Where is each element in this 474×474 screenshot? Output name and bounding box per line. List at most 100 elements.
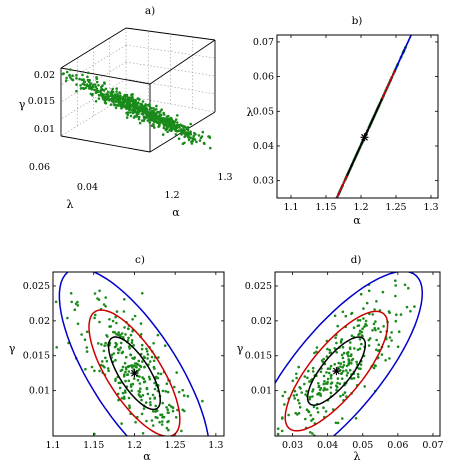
data-point <box>146 353 150 356</box>
data-point <box>171 406 175 409</box>
data-point <box>329 351 333 355</box>
data-point <box>81 82 85 86</box>
data-point <box>304 417 307 421</box>
data-point <box>139 364 142 368</box>
data-point <box>125 111 128 115</box>
data-point <box>390 331 393 334</box>
data-point <box>396 345 400 349</box>
data-point <box>100 94 103 97</box>
panel-b-plot: 1.1 1.15 1.2 1.25 1.3 0.03 0.04 0.05 0.06 0.07 <box>253 34 439 213</box>
data-point <box>300 391 304 394</box>
data-point <box>394 284 398 287</box>
data-point <box>103 344 106 348</box>
data-point <box>132 344 135 347</box>
data-point <box>326 380 329 384</box>
data-point <box>317 391 321 395</box>
data-point <box>388 311 391 315</box>
data-point <box>128 404 131 408</box>
data-point <box>140 103 144 107</box>
data-point <box>150 109 154 113</box>
data-point <box>341 366 345 369</box>
data-point <box>146 104 150 107</box>
data-point <box>148 377 152 381</box>
data-point <box>115 310 119 313</box>
data-point <box>311 370 315 373</box>
data-point <box>130 93 133 97</box>
data-point <box>191 138 194 142</box>
data-point <box>294 411 298 415</box>
data-point <box>104 341 107 345</box>
data-point <box>186 126 190 129</box>
data-point <box>409 309 412 313</box>
data-point <box>193 132 196 135</box>
data-point <box>111 90 115 94</box>
data-point <box>320 359 324 362</box>
data-point <box>356 319 360 322</box>
data-point <box>349 341 352 344</box>
data-point <box>374 364 377 368</box>
data-point <box>309 431 312 434</box>
data-point <box>390 339 393 342</box>
data-point <box>111 87 114 91</box>
data-point <box>317 385 321 389</box>
data-point <box>180 130 184 133</box>
data-point <box>186 394 190 398</box>
data-point <box>363 325 366 328</box>
data-point <box>359 292 363 296</box>
data-point <box>123 298 126 301</box>
data-point <box>86 75 89 79</box>
data-point <box>298 402 301 405</box>
data-point <box>136 97 140 100</box>
data-point <box>346 371 350 375</box>
data-point <box>167 114 170 118</box>
panel-c-ylabel: γ <box>9 342 16 355</box>
data-point <box>166 390 170 394</box>
data-point <box>66 316 69 320</box>
data-point <box>55 346 58 349</box>
x-tick-label: 1.2 <box>353 202 368 213</box>
data-point <box>174 416 178 419</box>
data-point <box>65 70 69 74</box>
data-point <box>339 394 342 398</box>
data-point <box>325 355 329 358</box>
panel-a-ytick: 0.06 <box>29 162 50 173</box>
data-point <box>175 126 179 129</box>
data-point <box>303 375 307 378</box>
data-point <box>137 117 141 121</box>
data-point <box>146 357 149 360</box>
y-tick-label: 0.015 <box>23 351 50 362</box>
data-point <box>140 106 143 109</box>
data-point <box>128 111 132 114</box>
y-tick-label: 0.01 <box>251 386 272 397</box>
data-point <box>152 113 156 116</box>
data-point <box>335 351 339 354</box>
data-point <box>165 117 169 121</box>
data-point <box>121 391 125 395</box>
data-point <box>283 403 286 406</box>
data-point <box>155 104 158 108</box>
data-point <box>358 347 362 351</box>
data-point <box>364 319 368 323</box>
data-point <box>138 394 141 397</box>
panel-a-ztick: 0.01 <box>34 124 55 135</box>
data-point <box>93 88 96 92</box>
data-point <box>164 122 167 126</box>
data-point <box>129 353 132 357</box>
data-point <box>356 348 360 352</box>
data-point <box>152 359 156 363</box>
data-point <box>333 314 337 318</box>
data-point <box>360 342 363 346</box>
data-point <box>375 338 378 342</box>
data-point <box>338 382 342 386</box>
data-point <box>100 363 103 367</box>
data-point <box>156 416 159 420</box>
plot-frame <box>276 34 439 199</box>
panel-c-xlabel: α <box>143 450 151 463</box>
data-point <box>183 129 186 132</box>
data-point <box>399 313 403 316</box>
data-point <box>334 421 338 425</box>
data-point <box>379 330 382 334</box>
data-point <box>181 142 185 146</box>
data-point <box>311 417 315 421</box>
data-point <box>345 364 349 368</box>
